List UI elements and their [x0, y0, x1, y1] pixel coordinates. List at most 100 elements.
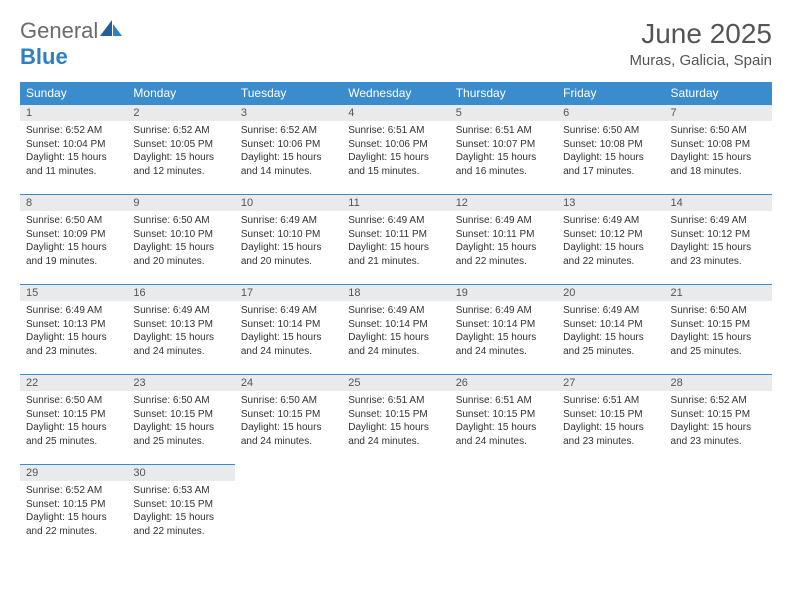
calendar-cell: 15Sunrise: 6:49 AMSunset: 10:13 PMDaylig… — [20, 285, 127, 375]
day-number: 15 — [20, 285, 127, 301]
day-info: Sunrise: 6:51 AMSunset: 10:06 PMDaylight… — [342, 121, 449, 182]
day-number: 10 — [235, 195, 342, 211]
day-info: Sunrise: 6:49 AMSunset: 10:12 PMDaylight… — [665, 211, 772, 272]
day-info: Sunrise: 6:49 AMSunset: 10:13 PMDaylight… — [127, 301, 234, 362]
calendar-cell — [450, 465, 557, 555]
day-info: Sunrise: 6:49 AMSunset: 10:11 PMDaylight… — [342, 211, 449, 272]
day-number: 17 — [235, 285, 342, 301]
day-info: Sunrise: 6:50 AMSunset: 10:08 PMDaylight… — [557, 121, 664, 182]
calendar-row: 8Sunrise: 6:50 AMSunset: 10:09 PMDayligh… — [20, 195, 772, 285]
calendar-cell: 1Sunrise: 6:52 AMSunset: 10:04 PMDayligh… — [20, 105, 127, 195]
day-number: 4 — [342, 105, 449, 121]
day-info: Sunrise: 6:51 AMSunset: 10:15 PMDaylight… — [450, 391, 557, 452]
day-info: Sunrise: 6:50 AMSunset: 10:15 PMDaylight… — [665, 301, 772, 362]
day-info: Sunrise: 6:51 AMSunset: 10:07 PMDaylight… — [450, 121, 557, 182]
day-number: 11 — [342, 195, 449, 211]
calendar-cell: 21Sunrise: 6:50 AMSunset: 10:15 PMDaylig… — [665, 285, 772, 375]
calendar-cell: 6Sunrise: 6:50 AMSunset: 10:08 PMDayligh… — [557, 105, 664, 195]
calendar-cell: 7Sunrise: 6:50 AMSunset: 10:08 PMDayligh… — [665, 105, 772, 195]
calendar-cell: 3Sunrise: 6:52 AMSunset: 10:06 PMDayligh… — [235, 105, 342, 195]
col-friday: Friday — [557, 82, 664, 105]
calendar-cell: 27Sunrise: 6:51 AMSunset: 10:15 PMDaylig… — [557, 375, 664, 465]
col-sunday: Sunday — [20, 82, 127, 105]
calendar-cell: 26Sunrise: 6:51 AMSunset: 10:15 PMDaylig… — [450, 375, 557, 465]
day-info: Sunrise: 6:52 AMSunset: 10:06 PMDaylight… — [235, 121, 342, 182]
title-block: June 2025 Muras, Galicia, Spain — [629, 18, 772, 69]
day-info: Sunrise: 6:51 AMSunset: 10:15 PMDaylight… — [342, 391, 449, 452]
calendar-row: 1Sunrise: 6:52 AMSunset: 10:04 PMDayligh… — [20, 105, 772, 195]
col-wednesday: Wednesday — [342, 82, 449, 105]
day-info: Sunrise: 6:51 AMSunset: 10:15 PMDaylight… — [557, 391, 664, 452]
day-number: 19 — [450, 285, 557, 301]
day-info: Sunrise: 6:50 AMSunset: 10:15 PMDaylight… — [235, 391, 342, 452]
page-title: June 2025 — [629, 18, 772, 50]
day-info: Sunrise: 6:52 AMSunset: 10:05 PMDaylight… — [127, 121, 234, 182]
calendar-row: 15Sunrise: 6:49 AMSunset: 10:13 PMDaylig… — [20, 285, 772, 375]
col-tuesday: Tuesday — [235, 82, 342, 105]
calendar-row: 22Sunrise: 6:50 AMSunset: 10:15 PMDaylig… — [20, 375, 772, 465]
day-info: Sunrise: 6:52 AMSunset: 10:15 PMDaylight… — [665, 391, 772, 452]
day-info: Sunrise: 6:50 AMSunset: 10:08 PMDaylight… — [665, 121, 772, 182]
day-number: 25 — [342, 375, 449, 391]
col-thursday: Thursday — [450, 82, 557, 105]
day-info: Sunrise: 6:50 AMSunset: 10:15 PMDaylight… — [127, 391, 234, 452]
calendar-cell: 19Sunrise: 6:49 AMSunset: 10:14 PMDaylig… — [450, 285, 557, 375]
calendar-cell: 20Sunrise: 6:49 AMSunset: 10:14 PMDaylig… — [557, 285, 664, 375]
calendar-body: 1Sunrise: 6:52 AMSunset: 10:04 PMDayligh… — [20, 105, 772, 555]
logo-text-general: General — [20, 18, 98, 43]
day-number: 9 — [127, 195, 234, 211]
calendar-cell: 17Sunrise: 6:49 AMSunset: 10:14 PMDaylig… — [235, 285, 342, 375]
day-info: Sunrise: 6:49 AMSunset: 10:14 PMDaylight… — [235, 301, 342, 362]
day-number: 27 — [557, 375, 664, 391]
day-number: 26 — [450, 375, 557, 391]
calendar-cell: 14Sunrise: 6:49 AMSunset: 10:12 PMDaylig… — [665, 195, 772, 285]
calendar-cell: 29Sunrise: 6:52 AMSunset: 10:15 PMDaylig… — [20, 465, 127, 555]
calendar-cell: 2Sunrise: 6:52 AMSunset: 10:05 PMDayligh… — [127, 105, 234, 195]
calendar-cell: 8Sunrise: 6:50 AMSunset: 10:09 PMDayligh… — [20, 195, 127, 285]
day-info: Sunrise: 6:52 AMSunset: 10:04 PMDaylight… — [20, 121, 127, 182]
calendar-cell: 13Sunrise: 6:49 AMSunset: 10:12 PMDaylig… — [557, 195, 664, 285]
calendar-cell: 9Sunrise: 6:50 AMSunset: 10:10 PMDayligh… — [127, 195, 234, 285]
calendar-table: Sunday Monday Tuesday Wednesday Thursday… — [20, 82, 772, 555]
day-info: Sunrise: 6:50 AMSunset: 10:15 PMDaylight… — [20, 391, 127, 452]
calendar-cell: 22Sunrise: 6:50 AMSunset: 10:15 PMDaylig… — [20, 375, 127, 465]
calendar-cell: 12Sunrise: 6:49 AMSunset: 10:11 PMDaylig… — [450, 195, 557, 285]
calendar-cell: 10Sunrise: 6:49 AMSunset: 10:10 PMDaylig… — [235, 195, 342, 285]
day-number: 30 — [127, 465, 234, 481]
day-info: Sunrise: 6:49 AMSunset: 10:10 PMDaylight… — [235, 211, 342, 272]
calendar-cell: 18Sunrise: 6:49 AMSunset: 10:14 PMDaylig… — [342, 285, 449, 375]
day-info: Sunrise: 6:53 AMSunset: 10:15 PMDaylight… — [127, 481, 234, 542]
day-info: Sunrise: 6:49 AMSunset: 10:14 PMDaylight… — [557, 301, 664, 362]
header: General Blue June 2025 Muras, Galicia, S… — [20, 18, 772, 70]
day-info: Sunrise: 6:49 AMSunset: 10:13 PMDaylight… — [20, 301, 127, 362]
day-info: Sunrise: 6:50 AMSunset: 10:10 PMDaylight… — [127, 211, 234, 272]
calendar-cell: 24Sunrise: 6:50 AMSunset: 10:15 PMDaylig… — [235, 375, 342, 465]
weekday-header-row: Sunday Monday Tuesday Wednesday Thursday… — [20, 82, 772, 105]
day-number: 18 — [342, 285, 449, 301]
day-info: Sunrise: 6:49 AMSunset: 10:14 PMDaylight… — [450, 301, 557, 362]
day-number: 22 — [20, 375, 127, 391]
day-number: 21 — [665, 285, 772, 301]
calendar-cell: 16Sunrise: 6:49 AMSunset: 10:13 PMDaylig… — [127, 285, 234, 375]
location-label: Muras, Galicia, Spain — [629, 52, 772, 69]
col-saturday: Saturday — [665, 82, 772, 105]
calendar-cell — [557, 465, 664, 555]
day-number: 29 — [20, 465, 127, 481]
day-number: 13 — [557, 195, 664, 211]
day-number: 12 — [450, 195, 557, 211]
day-number: 20 — [557, 285, 664, 301]
calendar-cell: 25Sunrise: 6:51 AMSunset: 10:15 PMDaylig… — [342, 375, 449, 465]
day-number: 23 — [127, 375, 234, 391]
calendar-cell: 23Sunrise: 6:50 AMSunset: 10:15 PMDaylig… — [127, 375, 234, 465]
col-monday: Monday — [127, 82, 234, 105]
sail-icon — [98, 18, 124, 38]
logo-text: General Blue — [20, 18, 124, 70]
calendar-cell — [342, 465, 449, 555]
day-number: 28 — [665, 375, 772, 391]
calendar-cell: 4Sunrise: 6:51 AMSunset: 10:06 PMDayligh… — [342, 105, 449, 195]
calendar-row: 29Sunrise: 6:52 AMSunset: 10:15 PMDaylig… — [20, 465, 772, 555]
day-number: 16 — [127, 285, 234, 301]
day-number: 5 — [450, 105, 557, 121]
day-info: Sunrise: 6:49 AMSunset: 10:11 PMDaylight… — [450, 211, 557, 272]
day-info: Sunrise: 6:50 AMSunset: 10:09 PMDaylight… — [20, 211, 127, 272]
